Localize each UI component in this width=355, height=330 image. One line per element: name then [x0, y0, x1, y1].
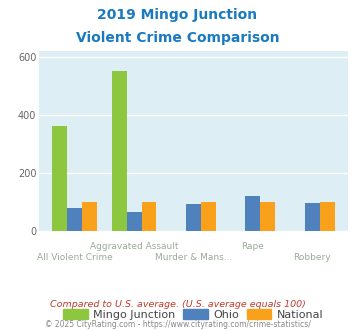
Text: Robbery: Robbery [294, 252, 331, 262]
Bar [53, 126, 67, 231]
Text: Rape: Rape [241, 242, 264, 251]
Bar [201, 202, 216, 231]
Bar [186, 204, 201, 231]
Bar [320, 202, 334, 231]
Bar [112, 72, 127, 231]
Bar [305, 203, 320, 231]
Bar [245, 196, 260, 231]
Text: Compared to U.S. average. (U.S. average equals 100): Compared to U.S. average. (U.S. average … [50, 300, 305, 309]
Text: Violent Crime Comparison: Violent Crime Comparison [76, 31, 279, 45]
Text: All Violent Crime: All Violent Crime [37, 252, 113, 262]
Text: Aggravated Assault: Aggravated Assault [90, 242, 178, 251]
Bar [67, 208, 82, 231]
Legend: Mingo Junction, Ohio, National: Mingo Junction, Ohio, National [59, 305, 328, 325]
Bar [142, 202, 156, 231]
Bar [82, 202, 97, 231]
Text: Murder & Mans...: Murder & Mans... [155, 252, 232, 262]
Bar [260, 202, 275, 231]
Text: 2019 Mingo Junction: 2019 Mingo Junction [97, 8, 258, 22]
Bar [127, 212, 142, 231]
Text: © 2025 CityRating.com - https://www.cityrating.com/crime-statistics/: © 2025 CityRating.com - https://www.city… [45, 320, 310, 329]
